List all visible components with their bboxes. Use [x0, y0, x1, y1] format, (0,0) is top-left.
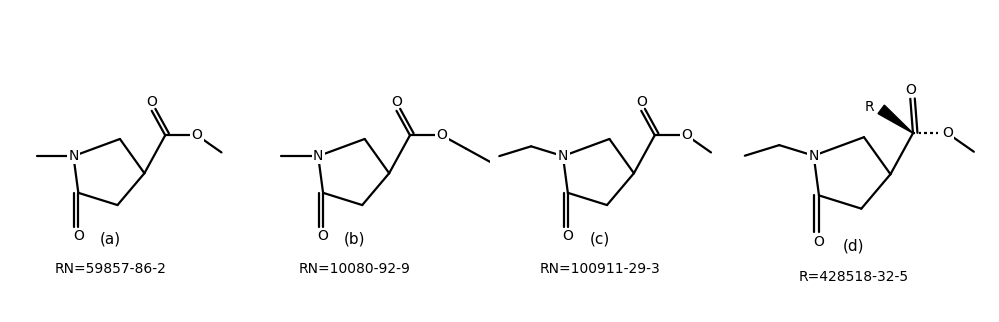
- Text: O: O: [437, 128, 448, 142]
- Text: O: O: [146, 95, 157, 109]
- Text: O: O: [73, 229, 84, 243]
- Text: N: N: [68, 149, 79, 163]
- Text: O: O: [942, 126, 953, 140]
- Text: O: O: [391, 95, 402, 109]
- Text: RN=10080-92-9: RN=10080-92-9: [299, 262, 411, 276]
- Text: RN=100911-29-3: RN=100911-29-3: [539, 262, 660, 276]
- Text: O: O: [813, 235, 824, 249]
- Text: O: O: [562, 229, 573, 243]
- Text: (c): (c): [589, 232, 609, 247]
- Text: (a): (a): [100, 232, 121, 247]
- Text: R: R: [864, 100, 874, 114]
- Text: O: O: [681, 128, 692, 142]
- Text: RN=59857-86-2: RN=59857-86-2: [54, 262, 166, 276]
- Text: R=428518-32-5: R=428518-32-5: [798, 270, 908, 284]
- Text: O: O: [635, 95, 646, 109]
- Text: (d): (d): [842, 238, 864, 253]
- Text: (b): (b): [344, 232, 366, 247]
- Text: N: N: [557, 149, 568, 163]
- Text: O: O: [905, 82, 916, 97]
- Text: O: O: [192, 128, 203, 142]
- Text: N: N: [808, 149, 819, 163]
- Text: O: O: [318, 229, 329, 243]
- Polygon shape: [878, 105, 913, 133]
- Text: N: N: [313, 149, 324, 163]
